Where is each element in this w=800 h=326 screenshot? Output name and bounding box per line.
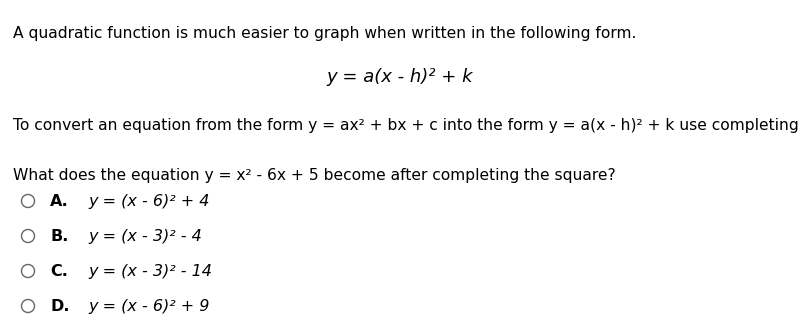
Text: A quadratic function is much easier to graph when written in the following form.: A quadratic function is much easier to g…: [13, 26, 636, 41]
Text: A.: A.: [50, 194, 69, 209]
Text: B.: B.: [50, 229, 68, 244]
Text: C.: C.: [50, 264, 68, 279]
Text: D.: D.: [50, 299, 70, 314]
Text: y = (x - 3)² - 4: y = (x - 3)² - 4: [88, 229, 202, 244]
Text: What does the equation y = x² - 6x + 5 become after completing the square?: What does the equation y = x² - 6x + 5 b…: [13, 168, 616, 183]
Text: y = (x - 6)² + 9: y = (x - 6)² + 9: [88, 299, 210, 314]
Text: y = a(x - h)² + k: y = a(x - h)² + k: [326, 68, 474, 86]
Text: y = (x - 3)² - 14: y = (x - 3)² - 14: [88, 264, 212, 279]
Text: To convert an equation from the form y = ax² + bx + c into the form y = a(x - h): To convert an equation from the form y =…: [13, 118, 800, 133]
Text: y = (x - 6)² + 4: y = (x - 6)² + 4: [88, 194, 210, 209]
